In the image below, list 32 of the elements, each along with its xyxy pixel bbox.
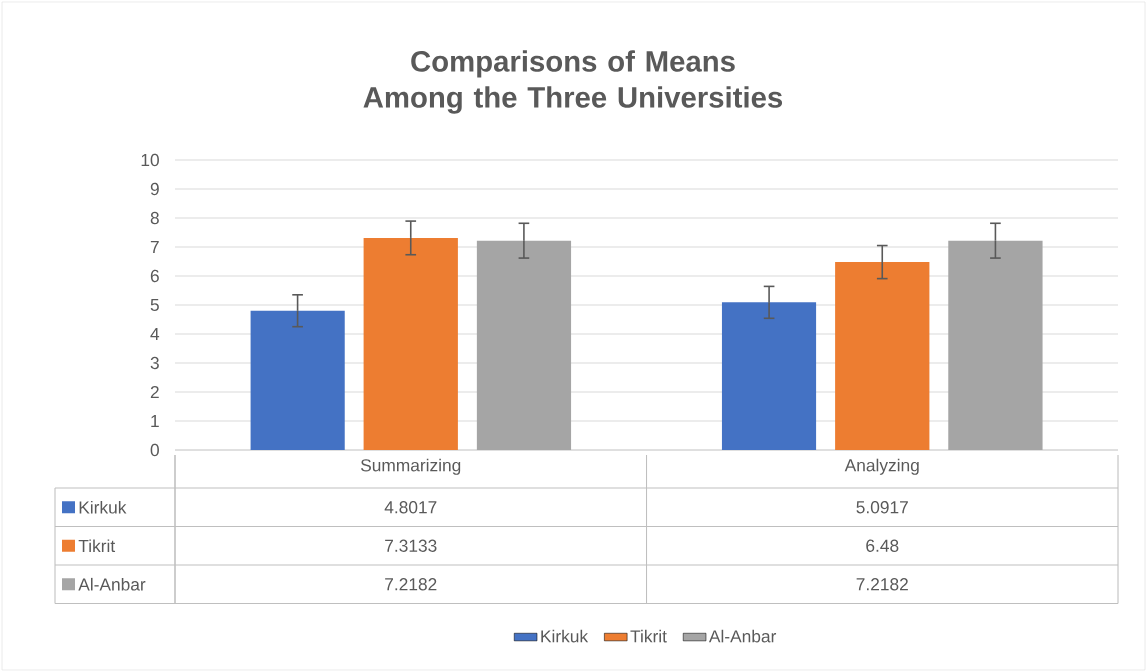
y-tick-label: 1 xyxy=(151,415,159,427)
text: Kirkuk xyxy=(541,629,589,643)
data-label: 5.0917 xyxy=(856,501,908,514)
legend-label: Al-Anbar xyxy=(708,629,777,643)
x-tick-label: Summarizing xyxy=(360,458,461,475)
legend-label: Kirkuk xyxy=(79,500,127,514)
data-label: 6.48 xyxy=(866,539,899,552)
data-label: 7.2182 xyxy=(385,578,437,591)
y-tick-label: 7 xyxy=(150,241,159,253)
y-tick-label: 10 xyxy=(141,153,159,167)
y-tick-label: 4 xyxy=(150,328,160,340)
text: Al-Anbar xyxy=(78,577,146,591)
x-tick-label: Analyzing xyxy=(844,458,919,475)
bar xyxy=(250,310,345,450)
data-label: 7.3133 xyxy=(385,539,437,552)
y-tick-label: 2 xyxy=(150,385,159,399)
y-tick-label: 9 xyxy=(150,182,159,196)
text: Tikrit xyxy=(78,539,116,553)
bar xyxy=(363,237,458,450)
data-label: 4.8017 xyxy=(384,501,437,514)
y-tick-label: 0 xyxy=(150,443,159,457)
legend-label: Tikrit xyxy=(630,629,667,643)
chart-title: Comparisons of Means Among the Three Universities xyxy=(363,50,783,114)
bar xyxy=(835,262,930,450)
y-tick-label: 5 xyxy=(150,298,159,312)
y-tick-label: 8 xyxy=(150,211,159,225)
data-label: 7.2182 xyxy=(856,578,908,591)
bar xyxy=(476,240,572,450)
bar xyxy=(721,302,817,450)
bar xyxy=(948,240,1043,450)
y-tick-label: 3 xyxy=(150,356,159,370)
y-tick-label: 6 xyxy=(150,269,159,283)
